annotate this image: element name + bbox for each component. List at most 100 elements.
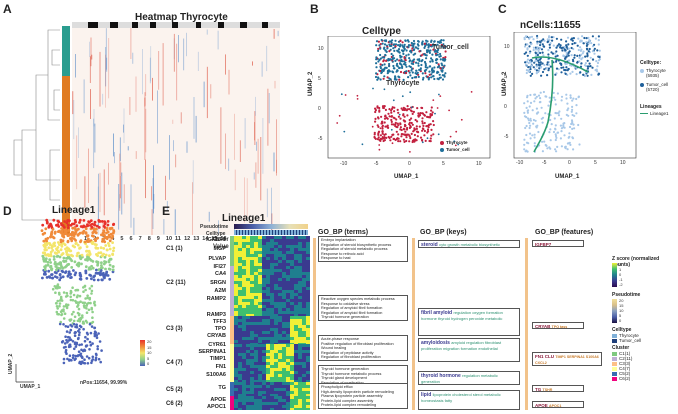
- heat-cell: [246, 325, 250, 328]
- tumor-point: [383, 43, 387, 46]
- tumor-point: [439, 76, 442, 79]
- heat-cell: [242, 308, 246, 311]
- go-term: Regulation of steroid biosynthetic proce…: [321, 242, 392, 247]
- heat-cell: [266, 405, 270, 408]
- thyrocyte-point: [395, 118, 398, 121]
- c-point: [529, 93, 532, 97]
- heat-cell: [262, 269, 266, 272]
- go-term: Regulation of amyloid fibril formation: [321, 306, 383, 311]
- heat-stripe: [123, 184, 125, 204]
- heat-cell: [262, 290, 266, 293]
- tumor-point: [391, 70, 394, 73]
- c-point: [559, 137, 562, 140]
- thyrocyte-point: [421, 129, 424, 132]
- c-point: [598, 49, 601, 52]
- thyrocyte-point: [408, 123, 411, 126]
- heat-cell: [298, 275, 302, 278]
- heat-cell: [274, 275, 278, 278]
- d-point: [102, 262, 106, 266]
- d-point: [65, 330, 69, 333]
- tumor-point: [439, 67, 442, 70]
- thyrocyte-point: [400, 135, 403, 138]
- d-point: [100, 349, 103, 352]
- heat-cell: [286, 405, 290, 408]
- thyrocyte-point: [419, 136, 423, 139]
- c-point: [541, 140, 544, 143]
- heat-cell: [250, 302, 254, 305]
- heat-cell: [298, 316, 302, 319]
- heat-cell: [306, 337, 310, 340]
- heat-cell: [278, 391, 282, 394]
- cluster-number: 13: [193, 236, 200, 242]
- heat-cell: [238, 308, 242, 311]
- heat-stripe: [144, 97, 146, 160]
- heat-cell: [238, 325, 242, 328]
- tumor-point: [425, 54, 428, 57]
- heat-stripe: [158, 51, 160, 90]
- lineages-legend-title: Lineages: [640, 104, 662, 110]
- d-point: [71, 298, 75, 302]
- umap-d-points: [40, 218, 116, 366]
- thyrocyte-point: [379, 137, 382, 140]
- c-point: [559, 46, 562, 49]
- d-point: [91, 260, 95, 263]
- heat-cell: [258, 239, 262, 242]
- c-point: [536, 48, 539, 51]
- heat-cell: [302, 385, 306, 388]
- heat-cell: [270, 340, 274, 343]
- heat-cell: [258, 382, 262, 385]
- heat-cell: [282, 257, 286, 260]
- d-point: [64, 345, 67, 349]
- d-point: [71, 340, 75, 343]
- c-point: [535, 95, 538, 98]
- heat-cell: [282, 399, 286, 402]
- tumor-point: [436, 40, 440, 43]
- heat-cell: [282, 331, 286, 334]
- umap-c-xtick: 0: [568, 160, 571, 166]
- c-point: [590, 42, 593, 45]
- d-point: [50, 246, 54, 250]
- scatter-point: [432, 99, 435, 101]
- heat-stripe: [89, 41, 90, 57]
- heat-cell: [262, 325, 266, 328]
- tumor-point: [423, 46, 426, 49]
- heat-cell: [238, 275, 242, 278]
- c-point: [570, 38, 573, 41]
- d-point: [55, 310, 59, 314]
- heat-cell: [250, 405, 254, 408]
- heat-cell: [274, 340, 278, 343]
- d-point: [77, 350, 81, 353]
- d-point: [76, 233, 80, 237]
- c-point: [553, 117, 556, 120]
- c-point: [537, 49, 540, 53]
- c-point: [560, 63, 563, 66]
- heat-cell: [286, 296, 290, 299]
- c-point: [582, 42, 585, 45]
- heat-cell: [290, 319, 294, 322]
- heat-cell: [242, 290, 246, 293]
- heat-cell: [278, 281, 282, 284]
- go-term: Thyroid hormone generation: [321, 367, 369, 371]
- c-point: [552, 36, 555, 39]
- tumor-point: [382, 77, 385, 80]
- heat-cell: [242, 302, 246, 305]
- heat-cell: [282, 254, 286, 257]
- heat-cell: [238, 388, 242, 391]
- heat-cell: [266, 263, 270, 266]
- d-point: [66, 341, 69, 344]
- heat-cell: [266, 308, 270, 311]
- tumor-point: [388, 50, 391, 53]
- heat-stripe: [262, 118, 264, 174]
- heat-cell: [238, 382, 242, 385]
- thyrocyte-point: [425, 125, 428, 128]
- thyrocyte-point: [405, 139, 408, 143]
- heat-cell: [298, 353, 302, 356]
- d-point: [61, 270, 65, 274]
- heat-cell: [306, 248, 310, 251]
- heat-cell: [274, 322, 278, 325]
- tumor-point: [405, 70, 408, 73]
- heat-stripe: [228, 158, 230, 171]
- heat-cell: [282, 388, 286, 391]
- d-point: [86, 362, 90, 365]
- heat-cell: [274, 296, 278, 299]
